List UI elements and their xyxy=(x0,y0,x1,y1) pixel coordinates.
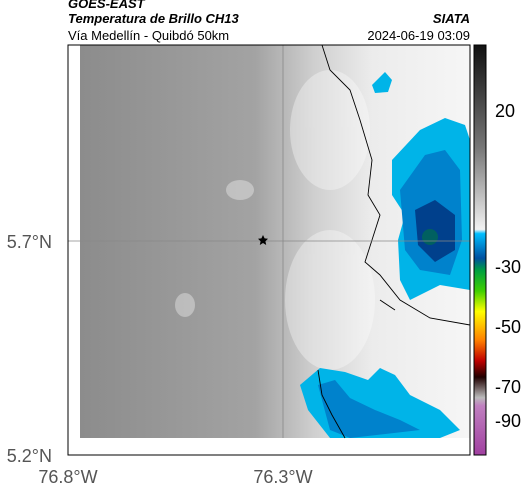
colorbar-tick-label: -70 xyxy=(495,377,521,397)
axis-labels: 5.7°N 5.2°N 76.8°W 76.3°W xyxy=(7,232,313,487)
map-panel xyxy=(67,44,471,456)
boundaries xyxy=(317,44,471,439)
agency: SIATA xyxy=(433,11,470,26)
subtitle: Vía Medellín - Quibdó 50km xyxy=(68,28,229,43)
lon-tick-label: 76.8°W xyxy=(38,467,97,487)
title: Temperatura de Brillo CH13 xyxy=(68,11,240,26)
colorbar-tick-label: -30 xyxy=(495,257,521,277)
colorbar-scale xyxy=(473,44,487,456)
colorbar-tick-label: -50 xyxy=(495,317,521,337)
datetime: 2024-06-19 03:09 xyxy=(367,28,470,43)
colorbar-tick-label: -90 xyxy=(495,411,521,431)
header: GOES-EAST Temperatura de Brillo CH13 Vía… xyxy=(68,0,470,43)
lat-tick-label: 5.7°N xyxy=(7,232,52,252)
panel-frame xyxy=(67,44,471,456)
source: GOES-EAST xyxy=(68,0,146,11)
cold-clouds xyxy=(300,72,470,438)
colorbar-tick-label: 20 xyxy=(495,101,515,121)
colorbar: 20 -30 -50 -70 -90 xyxy=(473,44,521,456)
location-star xyxy=(258,235,268,245)
lat-tick-label: 5.2°N xyxy=(7,446,52,466)
lon-tick-label: 76.3°W xyxy=(253,467,312,487)
cloud-texture xyxy=(175,70,375,370)
